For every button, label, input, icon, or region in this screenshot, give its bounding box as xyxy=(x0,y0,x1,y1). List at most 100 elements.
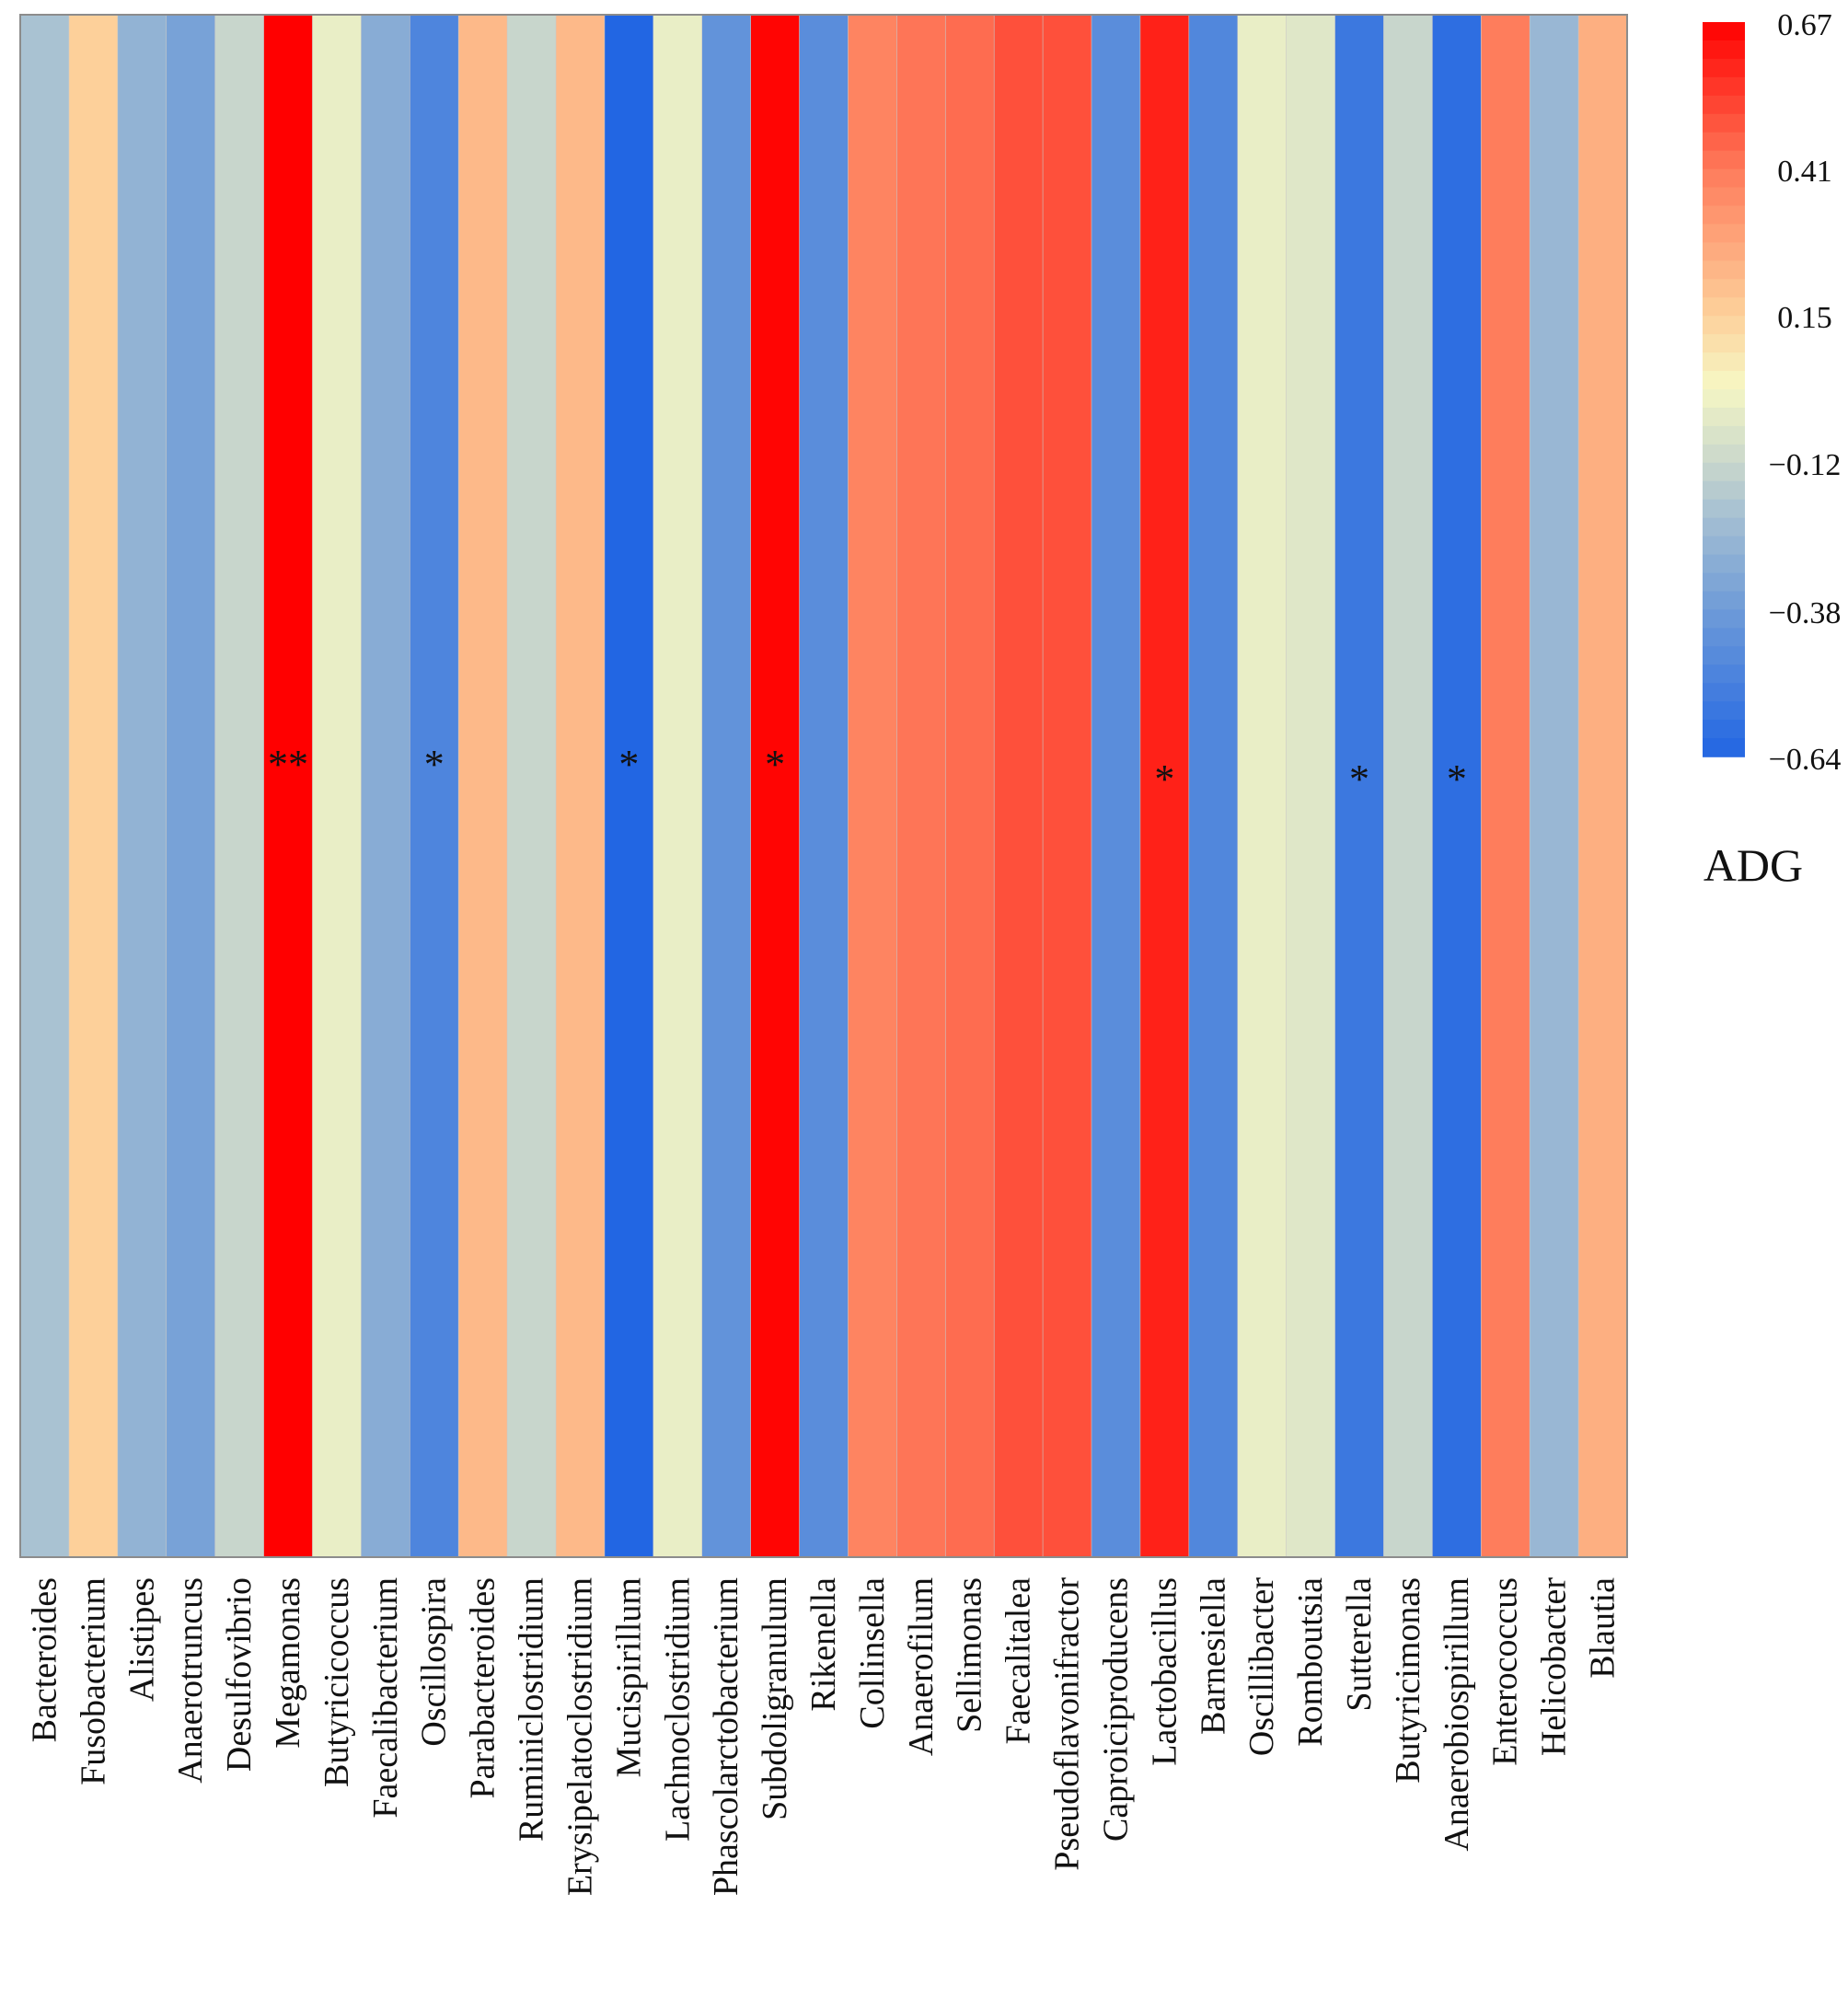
heatmap-cell xyxy=(1286,14,1336,1558)
legend-swatch xyxy=(1703,297,1745,317)
legend-swatch xyxy=(1703,150,1745,170)
heatmap-cell xyxy=(750,14,801,1558)
column-label: Caproiciproducens xyxy=(1096,1577,1135,1842)
heatmap-cell xyxy=(799,14,849,1558)
column-label: Lachnoclostridium xyxy=(658,1577,697,1842)
heatmap-cell xyxy=(1237,14,1288,1558)
significance-marker: ** xyxy=(268,742,308,787)
heatmap-cell xyxy=(993,14,1044,1558)
column-label: Parabacteroides xyxy=(464,1577,502,1799)
legend-swatch xyxy=(1703,334,1745,353)
column-label: Alistipes xyxy=(122,1577,161,1702)
legend-swatch xyxy=(1703,517,1745,537)
column-label: Blautia xyxy=(1584,1577,1623,1679)
heatmap-cell xyxy=(19,14,70,1558)
legend-swatch xyxy=(1703,572,1745,593)
legend-swatch xyxy=(1703,554,1745,574)
heatmap-cell xyxy=(506,14,557,1558)
significance-marker: * xyxy=(1154,756,1174,802)
legend-swatch xyxy=(1703,389,1745,409)
legend-swatch xyxy=(1703,40,1745,60)
heatmap-cell xyxy=(214,14,265,1558)
column-label: Faecalibacterium xyxy=(366,1577,405,1819)
legend-swatch xyxy=(1703,462,1745,482)
heatmap-cell xyxy=(117,14,167,1558)
column-label: Collinsella xyxy=(853,1577,892,1729)
legend-swatch xyxy=(1703,279,1745,299)
heatmap-cell xyxy=(1383,14,1434,1558)
heatmap-cell xyxy=(653,14,703,1558)
significance-marker: * xyxy=(618,742,639,787)
column-label: Helicobacter xyxy=(1535,1577,1574,1756)
heatmap-cell xyxy=(166,14,216,1558)
column-label: Oscillibacter xyxy=(1242,1577,1281,1756)
heatmap-cell xyxy=(1432,14,1483,1558)
heatmap-cell xyxy=(1091,14,1141,1558)
column-label: Sutterella xyxy=(1340,1577,1379,1712)
legend-swatch xyxy=(1703,701,1745,721)
legend-swatch xyxy=(1703,58,1745,78)
row-label: ADG xyxy=(1704,839,1803,891)
legend-swatch xyxy=(1703,76,1745,97)
column-label: Pseudoflavonifractor xyxy=(1048,1577,1087,1871)
legend-swatch xyxy=(1703,499,1745,519)
column-label: Butyricimonas xyxy=(1389,1577,1427,1784)
legend-swatch xyxy=(1703,187,1745,207)
legend-swatch xyxy=(1703,113,1745,133)
column-label: Erysipelatoclostridium xyxy=(560,1577,599,1896)
legend-swatch xyxy=(1703,205,1745,225)
legend-swatch xyxy=(1703,407,1745,427)
legend-tick-label: −0.64 xyxy=(1769,743,1842,777)
column-labels: Bacteroides Fusobacterium Alistipes Anaerot… xyxy=(25,1577,1622,1896)
column-label: Subdoligranulum xyxy=(756,1577,794,1820)
column-label: Enterococcus xyxy=(1486,1577,1525,1766)
heatmap-cell xyxy=(68,14,119,1558)
column-label: Rikenella xyxy=(804,1577,843,1712)
column-label: Romboutsia xyxy=(1291,1577,1330,1747)
column-label: Anaerobiospirillum xyxy=(1438,1577,1476,1852)
legend-swatch xyxy=(1703,444,1745,464)
column-label: Oscillospira xyxy=(415,1577,454,1747)
legend-swatch xyxy=(1703,628,1745,648)
heatmap-cell xyxy=(457,14,508,1558)
significance-marker: * xyxy=(765,742,785,787)
significance-markers: ** * * * * * * xyxy=(268,742,1467,802)
legend-tick-label: 0.41 xyxy=(1777,155,1832,189)
legend-swatch xyxy=(1703,536,1745,556)
heatmap-cell xyxy=(555,14,606,1558)
legend-swatch xyxy=(1703,352,1745,372)
legend-swatch xyxy=(1703,664,1745,684)
legend-swatch xyxy=(1703,242,1745,262)
plot-frame xyxy=(19,14,1628,1558)
column-label: Anaerofilum xyxy=(902,1577,941,1756)
heatmap-cell xyxy=(848,14,898,1558)
legend-swatch xyxy=(1703,224,1745,244)
heatmap-cell xyxy=(701,14,752,1558)
column-label: Bacteroides xyxy=(25,1577,64,1742)
column-label: Lactobacillus xyxy=(1145,1577,1184,1766)
heatmap-cells xyxy=(19,14,1628,1558)
heatmap-cell xyxy=(1480,14,1531,1558)
heatmap-cell xyxy=(1042,14,1092,1558)
legend-swatch xyxy=(1703,683,1745,702)
heatmap-cell xyxy=(1577,14,1628,1558)
legend-swatch xyxy=(1703,316,1745,335)
column-label: Phascolarctobacterium xyxy=(707,1577,745,1896)
legend-swatch xyxy=(1703,371,1745,390)
legend-swatch xyxy=(1703,720,1745,739)
legend-swatch xyxy=(1703,738,1745,757)
legend-tick-label: −0.38 xyxy=(1769,596,1842,630)
significance-marker: * xyxy=(1447,756,1467,802)
legend-tick-label: 0.15 xyxy=(1777,301,1832,335)
legend-swatch xyxy=(1703,22,1745,41)
significance-marker: * xyxy=(424,742,445,787)
column-label: Desulfovibrio xyxy=(220,1577,259,1772)
column-label: Fusobacterium xyxy=(74,1577,112,1785)
heatmap-cell xyxy=(263,14,314,1558)
column-label: Sellimonas xyxy=(951,1577,989,1733)
legend-swatch xyxy=(1703,95,1745,115)
heatmap-cell xyxy=(1529,14,1579,1558)
column-label: Faecalitalea xyxy=(999,1577,1038,1745)
